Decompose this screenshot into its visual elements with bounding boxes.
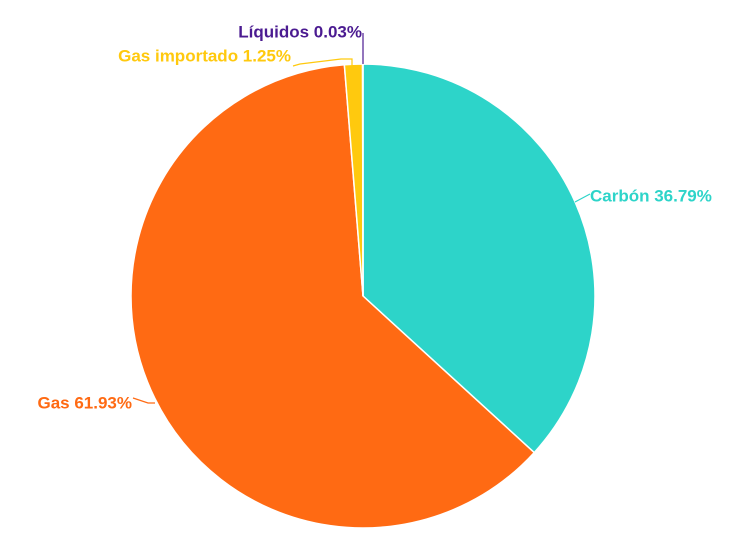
slice-label-l-quidos: Líquidos 0.03% [238,22,362,41]
leader-line-gas-importado [292,58,353,67]
pie-slices [130,63,596,529]
leader-line-gas [132,397,155,404]
pie-slice-gas [130,63,536,529]
slice-label-gas: Gas 61.93% [37,393,132,412]
pie-slice-carb-n [362,63,596,454]
slice-label-gas-importado: Gas importado 1.25% [118,46,291,65]
leader-line-carb-n [574,193,591,203]
label-leader-lines [132,33,591,404]
slice-labels: Carbón 36.79% Gas 61.93% Gas importado 1.2… [37,22,711,412]
slice-label-carb-n: Carbón 36.79% [590,186,712,205]
